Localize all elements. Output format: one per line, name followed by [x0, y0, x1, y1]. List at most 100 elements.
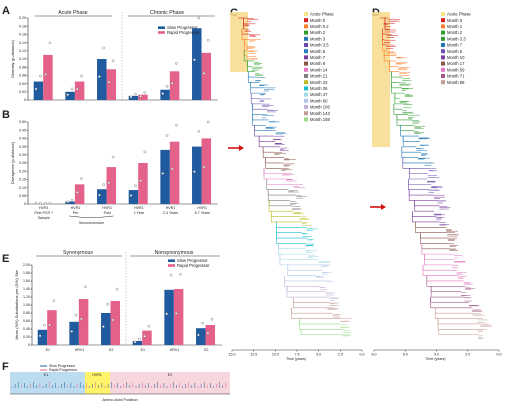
category-label: 1 Year	[134, 211, 145, 215]
category-region-label: HVR1	[166, 206, 176, 210]
sample-dot	[52, 299, 56, 303]
slow-progressor-bar	[101, 313, 111, 345]
sample-dot	[197, 16, 200, 20]
sample-dot	[193, 170, 196, 173]
legend-entry: Month 7	[310, 55, 326, 60]
tree-branch	[400, 125, 415, 131]
category-label: HRV1	[75, 348, 85, 352]
category-region-label: HVR1	[71, 206, 81, 210]
sample-dot	[115, 287, 119, 291]
tree-branch	[291, 307, 333, 314]
panel-label-f: F	[2, 361, 9, 373]
y-tick-label: 0.20	[23, 335, 30, 339]
sample-dot	[202, 165, 206, 169]
legend-swatch	[304, 55, 308, 60]
sample-dot	[79, 317, 83, 321]
tree-x-axis-label: Time (years)	[425, 357, 445, 361]
rapid-progressor-bar	[201, 138, 212, 204]
rapid-progressor-bar	[106, 167, 117, 204]
sample-dot	[170, 167, 174, 171]
legend-swatch	[304, 80, 308, 85]
panel-label-a: A	[2, 5, 10, 17]
sample-dot	[75, 87, 79, 91]
category-region-label: HVR1	[134, 206, 144, 210]
tree-branch	[276, 232, 306, 244]
tree-branch	[412, 211, 437, 217]
sample-dot	[165, 134, 169, 137]
sample-dot	[84, 285, 87, 289]
region-label-e2: E2	[168, 373, 172, 377]
sample-dot	[98, 75, 101, 78]
tree-branch	[250, 93, 260, 99]
legend-entry: Month 143	[310, 111, 330, 116]
tree-branch	[396, 114, 415, 126]
tree-branch	[424, 254, 452, 266]
tree-x-tick-label: 4.0	[434, 353, 439, 357]
tree-branch	[247, 60, 256, 72]
legend-swatch	[304, 98, 308, 103]
legend-entry: Month 9	[310, 61, 326, 66]
rapid-progressor-bar	[169, 71, 180, 100]
legend-swatch	[304, 105, 308, 109]
sample-dot	[80, 74, 83, 78]
tree-branch	[247, 71, 260, 83]
sample-dot	[48, 323, 51, 327]
legend-swatch	[441, 24, 445, 29]
tree-x-tick-label: 8.0	[372, 353, 377, 357]
y-tick-label: 1.80	[23, 271, 30, 275]
tree-branch	[293, 297, 330, 303]
seroconversion-bracket	[69, 215, 114, 218]
rapid-progressor-bar	[47, 310, 57, 345]
tree-x-tick-label: 10.0	[272, 353, 279, 357]
legend-entry: Acute Phase	[447, 12, 471, 17]
sample-dot	[206, 120, 210, 124]
y-axis-label: Diversity (p-distance)	[10, 40, 15, 78]
legend-entry: Month 47	[310, 92, 328, 97]
legend-swatch-slow	[158, 26, 165, 29]
category-label: E2	[109, 348, 113, 352]
legend-entry: Month 21	[310, 74, 328, 79]
rapid-progressor-bar	[106, 69, 117, 100]
sample-dot	[39, 201, 42, 205]
category-label: 5-7 Years	[195, 211, 210, 215]
f-xlabel: Amino Acid Position	[102, 397, 137, 402]
tree-branch	[389, 60, 400, 72]
legend-entry: Month 10	[447, 55, 465, 60]
y-tick-label: 0.25	[19, 161, 26, 165]
sample-dot	[165, 85, 169, 88]
legend-swatch	[304, 30, 308, 35]
tree-branch	[393, 103, 403, 110]
y-tick-label: 1.00	[23, 303, 30, 307]
slow-progressor-bar	[132, 341, 143, 345]
y-tick-label: 0.16	[19, 33, 26, 37]
tree-branch	[250, 82, 261, 94]
tree-x-tick-label: 5.0	[316, 353, 321, 357]
sample-dot	[66, 200, 70, 204]
tree-branch	[279, 254, 321, 266]
sample-dot	[206, 38, 210, 42]
sample-dot	[107, 181, 111, 185]
sample-dot	[134, 92, 137, 96]
rapid-progressor-bar	[138, 163, 148, 204]
rapid-progressor-bar	[78, 299, 89, 345]
tree-branch	[409, 168, 428, 174]
legend-entry: Month 5	[310, 49, 326, 54]
slow-progressor-bar	[65, 91, 75, 100]
y-tick-label: 0.10	[19, 186, 26, 190]
sample-dot	[106, 302, 109, 306]
group-label-synonymous: Synonymous	[63, 250, 93, 256]
sample-dot	[175, 62, 178, 65]
tree-branch	[284, 275, 320, 287]
tree-branch	[421, 243, 454, 255]
tree-branch	[430, 286, 465, 298]
sample-dot	[129, 95, 133, 99]
legend-swatch	[441, 67, 445, 72]
tree-branch	[430, 297, 473, 309]
legend-entry: Month 0.2	[310, 24, 329, 29]
legend-swatch	[304, 117, 308, 122]
group-label-acute-phase: Acute Phase	[58, 10, 88, 16]
rapid-progressor-bar	[201, 52, 212, 100]
y-tick-label: 0.05	[19, 194, 26, 198]
tree-branch	[409, 168, 428, 180]
slow-progressor-bar	[97, 59, 107, 100]
